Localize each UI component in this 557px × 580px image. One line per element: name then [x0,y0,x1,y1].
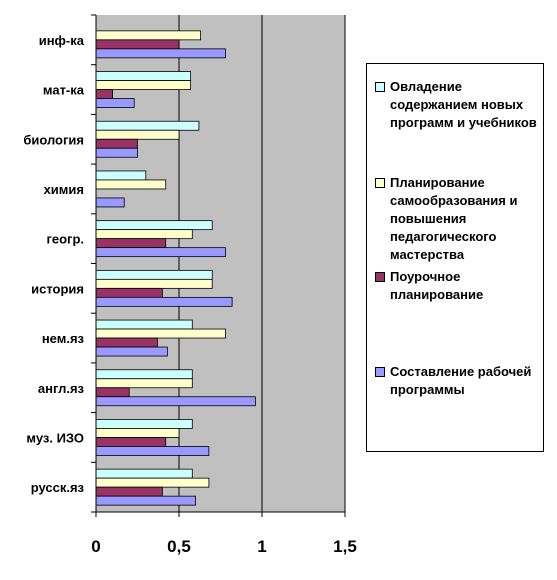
legend-swatch [375,82,385,92]
bar [95,170,147,181]
bar [95,468,193,479]
bar [95,48,226,59]
category-label: русск.яз [31,480,85,495]
legend-item: Овладение содержанием новых программ и у… [375,78,541,132]
category-label: геогр. [46,232,84,247]
bar [95,71,192,81]
x-tick-label: 0 [91,537,100,556]
category-label: химия [44,182,84,197]
bar [95,486,163,497]
legend-label: Овладение содержанием новых программ и у… [390,79,537,130]
tick-labels: 0 0,5 1 1,5 [91,537,357,556]
bar [95,495,196,506]
category-label: биология [23,132,84,147]
bar [95,247,226,258]
axes [91,14,346,517]
bar [95,477,210,488]
bar [95,98,135,108]
category-label: нем.яз [42,331,85,346]
category-label: история [31,281,84,296]
legend-item: Составление рабочей программы [375,363,541,399]
legend-swatch [375,178,385,188]
legend-item: Поурочное планирование [375,268,541,304]
bar [95,419,193,429]
bar [95,39,180,50]
bar [95,287,163,298]
legend: Овладение содержанием новых программ и у… [366,63,544,452]
bar [95,229,193,240]
category-label: инф-ка [39,33,85,48]
x-tick-label: 0,5 [167,537,191,556]
bar [95,319,193,330]
bar [95,396,256,407]
bar [95,387,130,398]
legend-label: Составление рабочей программы [390,364,532,397]
bar [95,437,167,447]
bar [95,138,138,149]
legend-swatch [375,367,385,377]
category-label: англ.яз [38,381,85,396]
bar [95,129,180,140]
bar [95,328,226,339]
bar [95,30,201,41]
bars [95,30,256,506]
bar [95,369,193,380]
bar [95,296,233,307]
x-tick-label: 1 [257,537,266,556]
bar [95,89,114,99]
bar [95,378,193,389]
bar [95,120,200,131]
legend-swatch [375,272,385,282]
legend-label: Поурочное планирование [390,269,484,302]
bar [95,269,213,280]
bar [95,179,167,190]
bar [95,446,210,456]
category-labels: инф-ка мат-ка биология химия геогр. история не… [23,33,84,495]
bar [95,238,167,249]
legend-label: Планирование самообразования и повышения… [390,175,518,262]
bar [95,220,213,231]
bar [95,147,138,158]
bar [95,337,158,348]
bar [95,278,213,289]
x-tick-label: 1,5 [333,537,357,556]
bar [95,197,125,208]
bar [95,428,180,438]
bar [95,346,168,357]
bar [95,80,192,90]
category-label: муз. ИЗО [26,430,84,445]
category-label: мат-ка [43,83,85,98]
legend-item: Планирование самообразования и повышения… [375,174,541,264]
